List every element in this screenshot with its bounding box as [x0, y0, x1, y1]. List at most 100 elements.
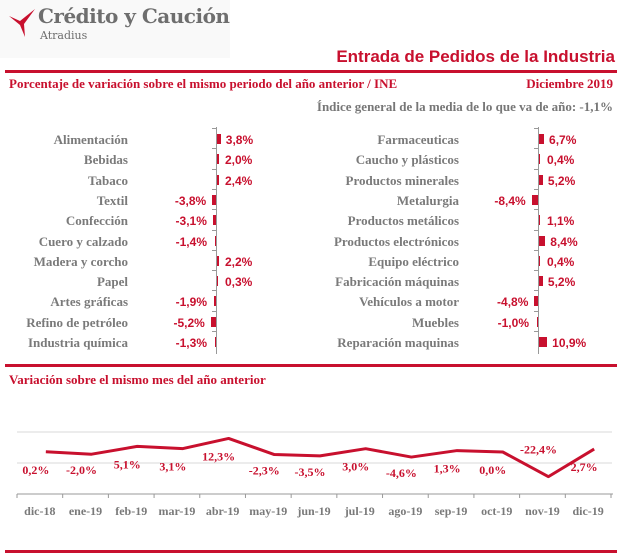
bar-value-label: 1,1% [547, 214, 575, 229]
bar [534, 296, 538, 307]
data-label: -4,6% [386, 466, 417, 480]
bar-value-label: -8,4% [494, 193, 526, 208]
bar-axis-tick [212, 290, 216, 292]
bar-axis [538, 127, 539, 355]
brand-name: Crédito y Caución [38, 4, 230, 28]
bar [539, 134, 545, 144]
x-tick-label: jul-19 [344, 504, 375, 518]
x-tick-label: jun-19 [296, 504, 330, 518]
brand-sub: Atradius [40, 29, 88, 42]
bar-category-label: Equipo eléctrico [368, 253, 459, 269]
divider-bottom [5, 550, 617, 553]
bar-axis-tick [534, 209, 538, 211]
data-label: -22,4% [520, 443, 557, 457]
bar-axis-tick [534, 168, 538, 170]
data-label: 2,7% [571, 460, 598, 474]
divider-middle [5, 364, 617, 367]
bar-axis-tick [212, 270, 216, 272]
data-label: -2,0% [66, 463, 97, 477]
page-title: Entrada de Pedidos de la Industria [336, 47, 615, 66]
bar [214, 235, 216, 246]
x-tick-label: abr-19 [206, 504, 240, 518]
bar-category-label: Reparación maquinas [337, 335, 459, 350]
bar-category-label: Productos metálicos [347, 213, 459, 229]
bar-axis-tick [534, 290, 538, 292]
bar [539, 174, 543, 185]
bar-value-label: 2,4% [225, 173, 253, 188]
bar-category-label: Fabricación máquinas [335, 274, 459, 290]
chart-subtitle: Porcentaje de variación sobre el mismo p… [9, 76, 398, 91]
atradius-logo-icon [9, 9, 35, 37]
bar-value-label: 0,3% [225, 275, 253, 290]
bar [539, 276, 543, 287]
x-tick-label: nov-19 [525, 504, 560, 518]
bar-category-label: Metalurgia [396, 192, 459, 208]
bar-category-label: Muebles [412, 314, 459, 330]
x-tick-label: mar-19 [158, 504, 195, 518]
x-tick-label: feb-19 [115, 504, 147, 518]
bar-axis-tick [534, 331, 538, 332]
x-tick-label: sep-19 [435, 504, 468, 518]
bar-axis-tick [212, 229, 216, 231]
bar-axis-tick [212, 209, 216, 211]
bar-category-label: Papel [96, 274, 128, 290]
bar-axis-tick [534, 229, 538, 231]
bar-value-label: 2,0% [225, 153, 253, 168]
divider-top [5, 70, 617, 73]
bar-category-label: Bebidas [83, 152, 128, 168]
x-tick-label: dic-19 [572, 504, 603, 518]
bar-value-label: -3,8% [174, 193, 207, 208]
bar-value-label: 5,2% [547, 275, 576, 290]
x-tick-label: ene-19 [69, 504, 102, 518]
bar-category-label: Caucho y plásticos [355, 152, 459, 168]
bar-value-label: -1,3% [175, 336, 207, 350]
bar-value-label: 0,4% [547, 254, 575, 269]
bar [214, 296, 216, 307]
bar-category-label: Farmaceuticas [377, 132, 459, 147]
bar-axis-tick [534, 128, 538, 129]
bar [217, 255, 220, 266]
bar-value-label: 5,2% [547, 173, 576, 188]
series-line [45, 436, 595, 479]
bar-category-label: Vehículos a motor [359, 294, 459, 310]
bar-axis-tick [534, 188, 538, 190]
bar-category-label: Productos electrónicos [333, 233, 459, 249]
bar-category-label: Artes gráficas [50, 294, 128, 310]
bar-category-label: Confección [65, 213, 128, 229]
bar-category-label: Tabaco [88, 172, 128, 188]
line-chart-title: Variación sobre el mismo mes del año ant… [9, 372, 266, 387]
bar-axis-tick [534, 249, 538, 251]
bar [539, 337, 548, 347]
bar [539, 255, 540, 266]
bar-category-label: Industria química [27, 335, 128, 350]
bar-axis-tick [212, 188, 216, 190]
bar [537, 316, 538, 327]
bar [214, 337, 216, 347]
bar-category-label: Madera y corcho [33, 253, 128, 269]
report-date: Diciembre 2019 [526, 76, 613, 91]
bar-axis-tick [212, 128, 216, 129]
bar-category-label: Cuero y calzado [38, 233, 128, 249]
bar-value-label: -5,2% [173, 315, 205, 330]
bar [212, 194, 216, 205]
data-label: 0,0% [479, 463, 506, 477]
bar-axis-tick [212, 249, 216, 251]
bar [531, 194, 538, 205]
bar-value-label: 2,2% [225, 254, 253, 269]
bar [539, 235, 546, 246]
bar-axis-tick [534, 310, 538, 312]
bar-category-label: Textil [96, 192, 128, 208]
bar-value-label: 10,9% [552, 336, 587, 350]
bar-value-label: 8,4% [550, 234, 578, 249]
bar-value-label: -4,8% [497, 295, 529, 310]
data-label: 5,1% [114, 457, 141, 471]
data-label: 3,1% [159, 460, 186, 474]
bar [217, 276, 218, 287]
data-label: -2,3% [249, 464, 280, 478]
bar-value-label: 3,8% [225, 133, 254, 147]
bar-value-label: -1,4% [175, 234, 207, 249]
bar-axis-tick [534, 270, 538, 272]
data-label: 3,0% [342, 460, 369, 474]
bar-value-label: -1,0% [497, 315, 529, 330]
bar-axis-tick [212, 331, 216, 332]
